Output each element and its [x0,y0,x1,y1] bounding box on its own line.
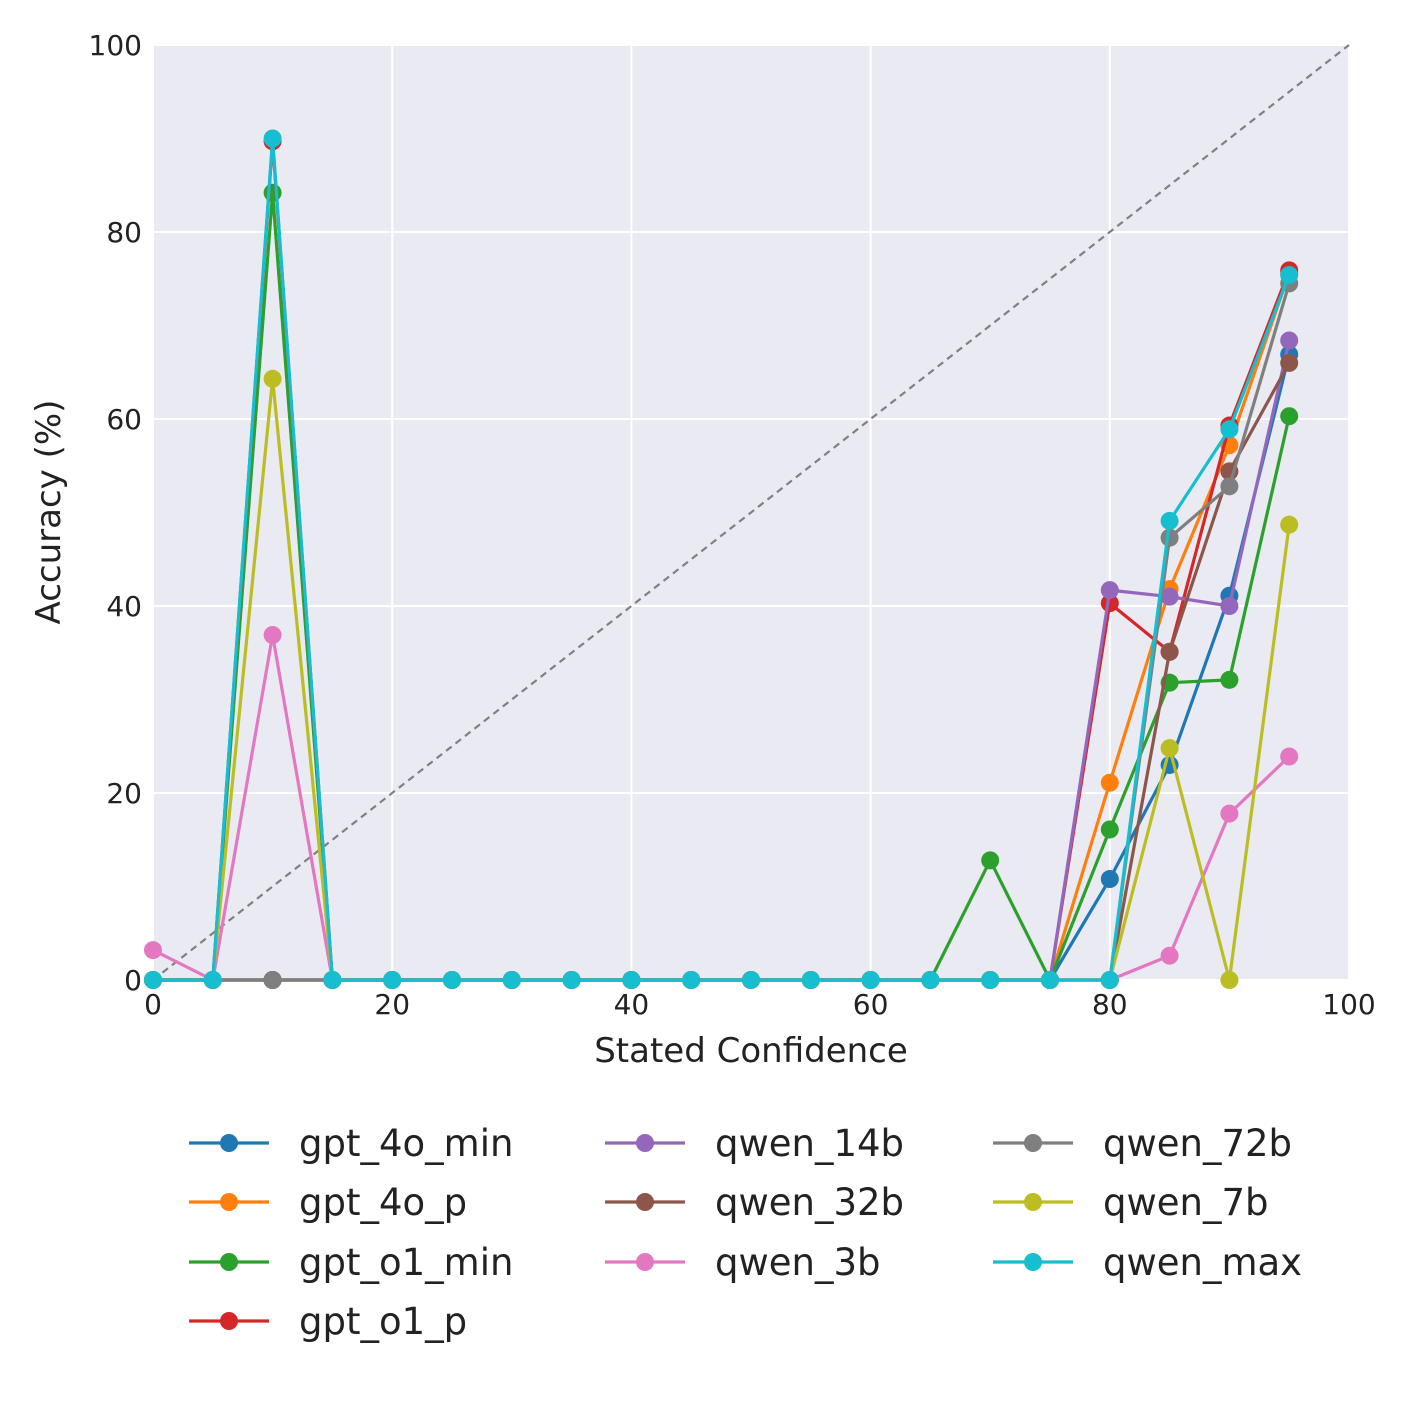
x-tick-label: 40 [614,988,650,1021]
data-point-qwen_max [203,971,222,989]
y-tick-label: 80 [106,216,142,249]
data-point-gpt_o1_min [1220,670,1239,689]
legend-label: qwen_7b [1103,1181,1269,1224]
data-point-qwen_max [562,971,581,989]
data-point-qwen_3b [144,941,162,960]
data-point-qwen_3b [1160,946,1179,965]
legend-label: gpt_4o_min [299,1122,513,1165]
y-axis-label: Accuracy (%) [29,400,69,625]
data-point-qwen_72b [263,971,282,989]
data-point-qwen_32b [1280,353,1299,372]
series-layer [144,129,1299,989]
data-point-gpt_o1_min [981,851,1000,870]
data-point-gpt_o1_min [1280,407,1299,426]
y-tick-label: 0 [124,964,142,997]
legend-item-qwen_max: qwen_max [993,1241,1302,1284]
legend-label: qwen_3b [715,1241,881,1284]
data-point-qwen_14b [1100,581,1119,600]
data-point-qwen_max [1160,511,1179,530]
legend-marker [220,1312,238,1330]
data-point-qwen_72b [1220,477,1239,496]
legend-label: gpt_o1_min [299,1241,513,1284]
data-point-qwen_7b [263,369,282,388]
grid-lines [152,44,1350,981]
legend-item-gpt_o1_min: gpt_o1_min [189,1241,513,1284]
legend-item-qwen_32b: qwen_32b [605,1181,904,1224]
legend-marker [636,1134,654,1152]
data-point-qwen_max [144,971,162,989]
data-point-qwen_max [622,971,641,989]
data-point-qwen_max [981,971,1000,989]
x-tick-label: 80 [1092,988,1128,1021]
legend-marker [220,1253,238,1271]
x-axis-label: Stated Confidence [594,1031,908,1071]
legend-marker [1024,1193,1042,1211]
legend-marker [220,1193,238,1211]
data-point-qwen_7b [1280,515,1299,534]
data-point-qwen_14b [1220,597,1239,615]
data-point-qwen_7b [1160,739,1179,758]
data-point-qwen_max [921,971,940,989]
legend-marker [220,1134,238,1152]
perfect-calibration-line [152,44,1350,981]
legend-item-gpt_4o_min: gpt_4o_min [189,1122,513,1165]
legend-item-qwen_7b: qwen_7b [993,1181,1269,1224]
data-point-qwen_max [1041,971,1059,989]
legend-marker [636,1253,654,1271]
data-point-qwen_max [323,971,342,989]
legend-label: gpt_4o_p [299,1181,467,1224]
axis-ticks: 0 20 40 60 80 100 0 20 40 60 80 100 [89,29,1376,1021]
y-tick-label: 20 [106,777,142,810]
x-tick-label: 20 [374,988,410,1021]
data-point-qwen_max [263,129,282,148]
data-point-qwen_7b [1220,971,1239,989]
data-point-qwen_max [801,971,820,989]
data-point-gpt_4o_p [1100,773,1119,792]
x-tick-label: 100 [1322,988,1375,1021]
data-point-gpt_o1_p [1100,594,1119,613]
data-point-qwen_max [502,971,521,989]
legend-label: qwen_32b [715,1181,904,1224]
legend-marker [1024,1134,1042,1152]
legend-item-qwen_72b: qwen_72b [993,1122,1292,1165]
data-point-qwen_14b [1160,587,1179,606]
legend-marker [1024,1253,1042,1271]
data-point-gpt_4o_min [1100,870,1119,889]
data-point-qwen_max [383,971,402,989]
legend-item-qwen_3b: qwen_3b [605,1241,881,1284]
data-point-qwen_max [1280,266,1299,285]
series-qwen_max [144,129,1299,989]
data-point-qwen_3b [1220,804,1239,823]
legend-label: gpt_o1_p [299,1300,467,1343]
legend-item-gpt_o1_p: gpt_o1_p [189,1300,467,1343]
data-point-qwen_3b [263,625,282,644]
legend-label: qwen_14b [715,1122,904,1165]
data-point-qwen_max [742,971,760,989]
legend-marker [636,1193,654,1211]
data-point-gpt_o1_min [1100,820,1119,839]
legend-item-gpt_4o_p: gpt_4o_p [189,1181,467,1224]
data-point-qwen_32b [1160,642,1179,661]
data-point-qwen_max [682,971,701,989]
x-tick-label: 0 [144,988,162,1021]
x-tick-label: 60 [853,988,889,1021]
legend-item-qwen_14b: qwen_14b [605,1122,904,1165]
series-line-qwen_max [153,136,1291,982]
legend-label: qwen_72b [1103,1122,1292,1165]
data-point-qwen_max [443,971,461,989]
y-tick-label: 100 [89,29,142,62]
legend: gpt_4o_min gpt_4o_p gpt_o1_min gpt_o1_p qwen… [189,1122,1302,1343]
data-point-qwen_14b [1280,331,1299,350]
y-tick-label: 40 [106,590,142,623]
data-point-qwen_max [861,971,880,989]
data-point-qwen_3b [1280,747,1299,766]
data-point-qwen_72b [1160,528,1179,547]
data-point-qwen_max [1220,420,1239,439]
legend-label: qwen_max [1103,1241,1302,1284]
data-point-gpt_o1_min [263,183,282,202]
data-point-qwen_max [1100,971,1119,989]
y-tick-label: 60 [106,403,142,436]
